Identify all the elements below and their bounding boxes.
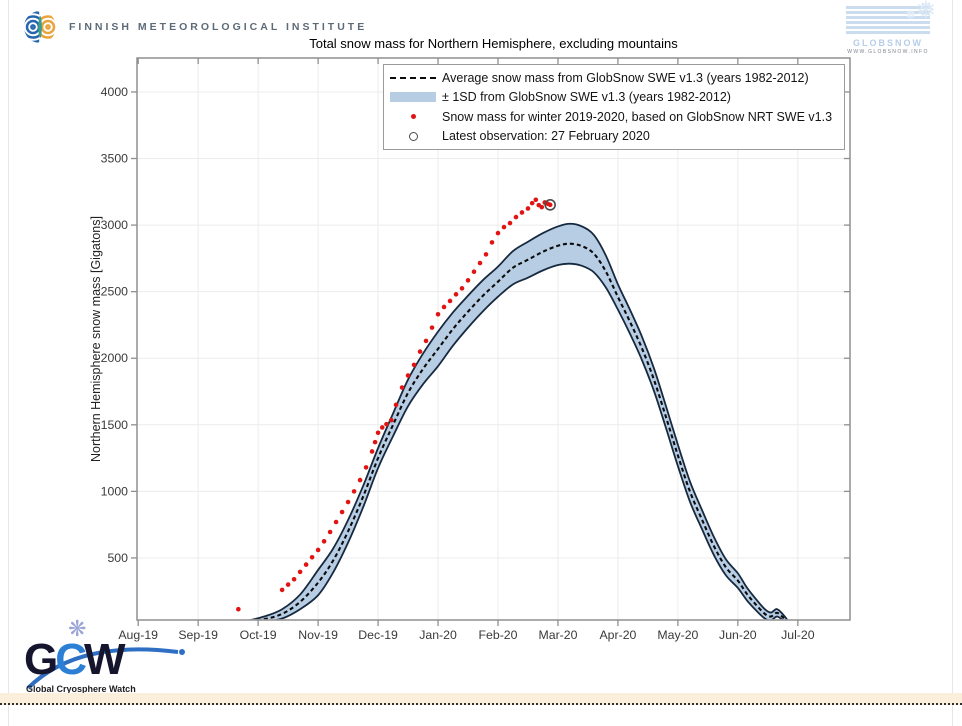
svg-text:Jun-20: Jun-20 bbox=[719, 628, 757, 642]
fmi-institute-title: FINNISH METEOROLOGICAL INSTITUTE bbox=[69, 21, 368, 33]
svg-text:1000: 1000 bbox=[101, 484, 129, 498]
legend-glyph-red-dot bbox=[384, 114, 442, 120]
svg-text:Dec-19: Dec-19 bbox=[358, 628, 398, 642]
snowflake-icon: ❅ bbox=[905, 7, 916, 22]
globsnow-wordmark: GLOBSNOW bbox=[853, 38, 923, 48]
gcw-letter-w: W bbox=[84, 635, 125, 684]
svg-text:Jan-20: Jan-20 bbox=[419, 628, 457, 642]
globsnow-url-text: WWW.GLOBSNOW.INFO bbox=[847, 49, 929, 55]
svg-text:May-20: May-20 bbox=[657, 628, 698, 642]
svg-text:2000: 2000 bbox=[101, 351, 129, 365]
svg-text:Jul-20: Jul-20 bbox=[781, 628, 815, 642]
svg-text:1500: 1500 bbox=[101, 418, 129, 432]
legend-label: Snow mass for winter 2019-2020, based on… bbox=[442, 109, 833, 124]
page-right-border bbox=[952, 0, 953, 726]
sd-band bbox=[250, 222, 788, 620]
svg-text:Aug-19: Aug-19 bbox=[118, 628, 158, 642]
svg-text:Nov-19: Nov-19 bbox=[298, 628, 338, 642]
legend-item: Snow mass for winter 2019-2020, based on… bbox=[384, 108, 844, 126]
gcw-letter-g: G bbox=[24, 635, 58, 684]
svg-text:4000: 4000 bbox=[101, 85, 129, 99]
svg-text:Oct-19: Oct-19 bbox=[240, 628, 277, 642]
axis-ticks bbox=[131, 58, 850, 626]
gcw-caption: Global Cryosphere Watch bbox=[26, 684, 136, 694]
svg-text:3500: 3500 bbox=[101, 152, 129, 166]
gcw-wordmark: GCW bbox=[24, 635, 126, 684]
footer-divider-band bbox=[0, 693, 962, 705]
svg-text:Sep-19: Sep-19 bbox=[178, 628, 218, 642]
legend-label: ± 1SD from GlobSnow SWE v1.3 (years 1982… bbox=[442, 90, 731, 105]
chart-legend: Average snow mass from GlobSnow SWE v1.3… bbox=[383, 64, 845, 150]
chart-series bbox=[236, 197, 788, 620]
y-tick-labels: 500 1000 1500 2000 2500 3000 3500 4000 bbox=[101, 85, 129, 565]
svg-text:2500: 2500 bbox=[101, 285, 129, 299]
mean-line bbox=[259, 242, 787, 620]
svg-text:Feb-20: Feb-20 bbox=[479, 628, 518, 642]
svg-text:3000: 3000 bbox=[101, 218, 129, 232]
svg-text:Mar-20: Mar-20 bbox=[538, 628, 577, 642]
globsnow-stripes-graphic: ❅ ❅ bbox=[846, 0, 936, 36]
legend-item: Latest observation: 27 February 2020 bbox=[384, 127, 844, 145]
svg-text:500: 500 bbox=[107, 551, 128, 565]
y-axis-label: Northern Hemisphere snow mass [Gigatons] bbox=[89, 216, 103, 462]
svg-text:Apr-20: Apr-20 bbox=[599, 628, 636, 642]
axis-box bbox=[136, 57, 851, 621]
x-tick-labels: Aug-19 Sep-19 Oct-19 Nov-19 Dec-19 Jan-20 Feb-… bbox=[118, 628, 814, 642]
chart-title: Total snow mass for Northern Hemisphere,… bbox=[309, 36, 678, 51]
legend-label: Average snow mass from GlobSnow SWE v1.3… bbox=[442, 70, 809, 85]
legend-glyph-band bbox=[384, 92, 442, 103]
snowflake-icon: ❅ bbox=[915, 0, 936, 24]
legend-item: ± 1SD from GlobSnow SWE v1.3 (years 1982… bbox=[384, 88, 844, 106]
legend-label: Latest observation: 27 February 2020 bbox=[442, 129, 650, 144]
legend-glyph-open-circle bbox=[384, 131, 442, 141]
snow-mass-chart: Total snow mass for Northern Hemisphere,… bbox=[89, 36, 851, 642]
fmi-logo-icon bbox=[24, 11, 56, 43]
fmi-logo-block[interactable]: FINNISH METEOROLOGICAL INSTITUTE bbox=[22, 9, 367, 45]
legend-glyph-dashed-line bbox=[384, 76, 442, 79]
legend-item: Average snow mass from GlobSnow SWE v1.3… bbox=[384, 69, 844, 87]
gcw-letter-c: C bbox=[55, 635, 87, 684]
gcw-snowflake-icon: ❋ bbox=[68, 616, 87, 641]
globsnow-logo-block[interactable]: ❅ ❅ GLOBSNOW WWW.GLOBSNOW.INFO bbox=[844, 0, 936, 55]
latest-observation-marker bbox=[544, 199, 556, 211]
page-left-border bbox=[8, 0, 9, 726]
